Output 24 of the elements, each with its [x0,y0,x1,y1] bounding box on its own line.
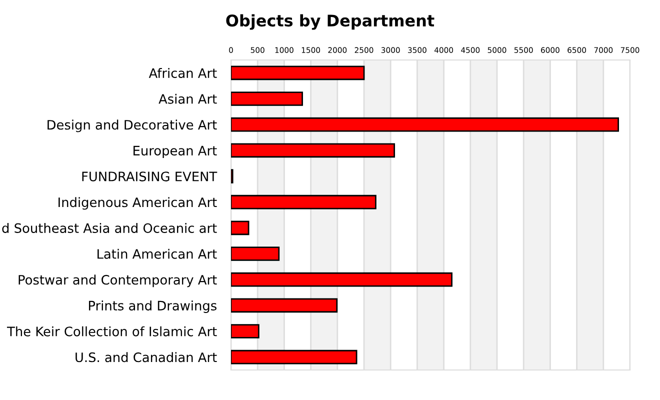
bar [231,143,396,158]
bar [231,350,358,364]
bar [231,272,452,287]
y-tick-label: African Art [148,68,217,78]
y-tick-label: Indigenous American Art [58,197,217,210]
bar [231,220,250,236]
y-tick-label: d Southeast Asia and Oceanic art [2,223,217,234]
y-tick-label: Postwar and Contemporary Art [18,274,217,288]
y-tick-label: FUNDRAISING EVENT [82,172,218,182]
y-tick-label: Asian Art [158,94,217,104]
bar [231,246,280,261]
bar [231,194,376,210]
chart-title: Objects by Department [226,14,434,30]
y-tick-label: Design and Decorative Art [48,120,217,132]
y-tick-label: Prints and Drawings [88,300,216,314]
bar [231,92,303,106]
y-tick-label: European Art [134,146,217,158]
bar [231,117,619,132]
bar [231,66,365,80]
y-tick-label: The Keir Collection of Islamic Art [6,326,217,336]
y-tick-label: U.S. and Canadian Art [76,352,217,362]
bar [231,324,260,338]
y-tick-label: Latin American Art [98,248,217,259]
bar [231,298,338,313]
